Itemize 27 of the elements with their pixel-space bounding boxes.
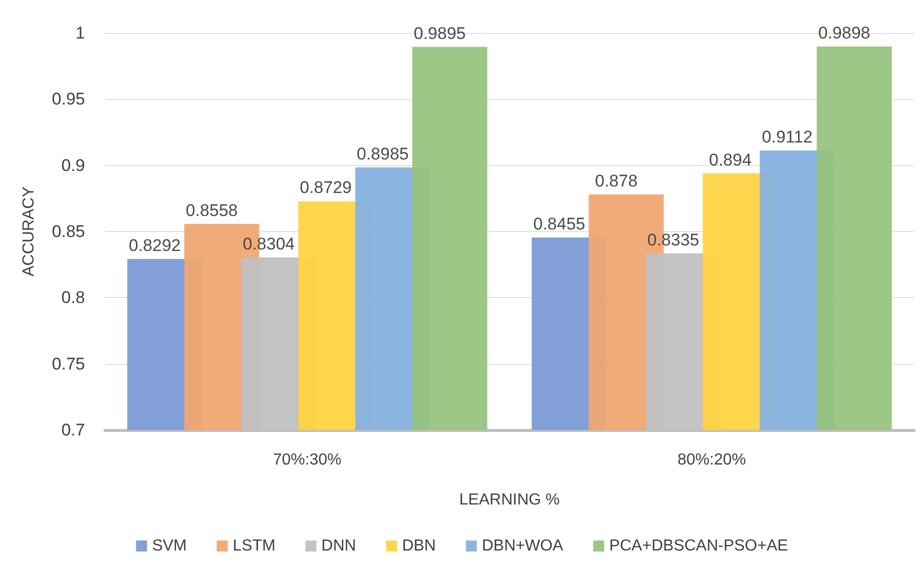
x-tick-label: 70%:30% [273,452,342,468]
y-tick-label: 0.95 [52,90,85,109]
data-label: 0.8292 [128,236,181,256]
y-tick-label: 0.7 [61,420,85,440]
legend-label: SVM [152,538,187,554]
y-tick-label: 1 [76,24,85,42]
legend-label: DBN [402,538,436,554]
legend-label: DBN+WOA [482,538,564,554]
y-tick-label: 0.75 [52,354,85,374]
data-label: 0.9898 [818,24,870,42]
data-label: 0.878 [594,171,638,190]
data-label: 0.9895 [414,24,466,43]
x-axis-title: LEARNING % [459,492,560,508]
data-label: 0.8455 [533,214,586,234]
legend-label: DNN [321,538,356,554]
data-label: 0.8558 [186,200,238,220]
data-label: 0.9112 [762,128,813,147]
y-axis-title: ACCURACY [20,186,38,276]
data-label: 0.8729 [300,178,352,198]
y-tick-label: 0.8 [61,288,85,308]
data-label: 0.894 [708,150,752,170]
y-tick-label: 0.85 [52,222,85,241]
y-tick-label: 0.9 [61,156,85,175]
data-label: 0.8985 [356,144,409,164]
legend-label: LSTM [232,538,276,554]
x-tick-label: 80%:20% [678,452,746,468]
legend-label: PCA+DBSCAN-PSO+AE [609,538,788,554]
